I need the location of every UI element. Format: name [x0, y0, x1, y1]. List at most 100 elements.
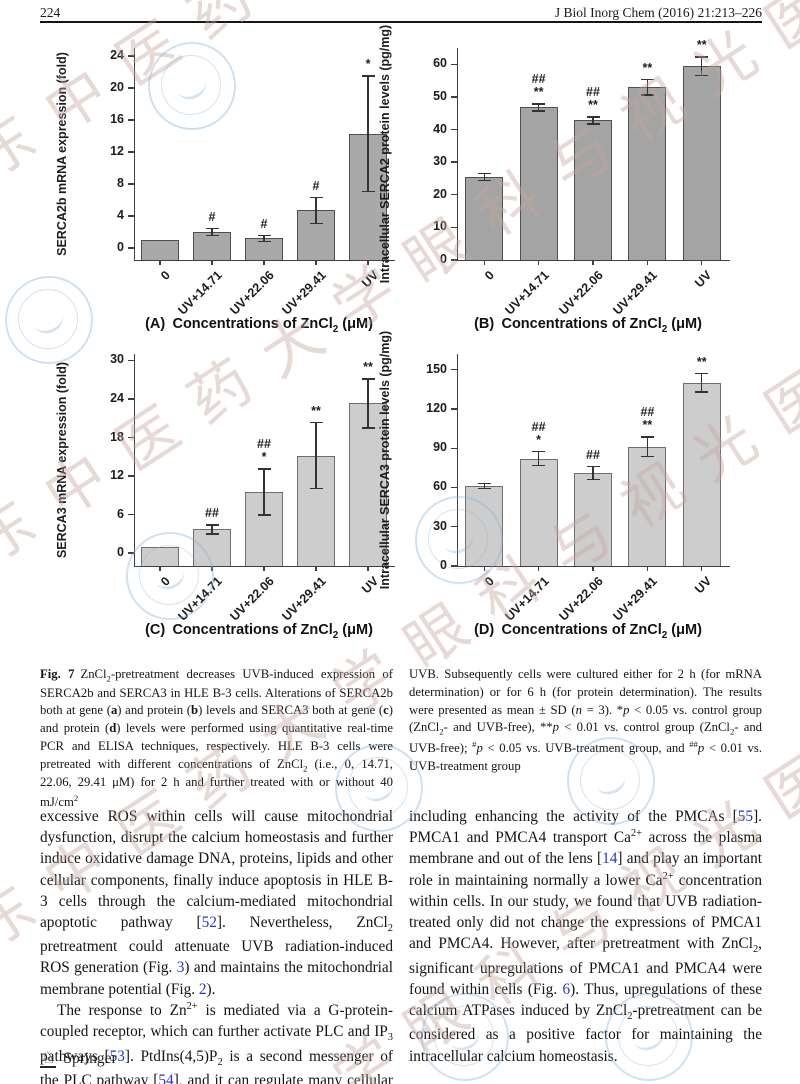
significance-marker: ## *: [257, 437, 271, 465]
bar: [245, 492, 283, 566]
error-bar-cap: [205, 234, 219, 236]
citation-link[interactable]: 2: [198, 980, 207, 998]
journal-title: J Biol Inorg Chem (2016) 21:213–226: [554, 5, 762, 20]
error-bar-cap: [640, 455, 654, 458]
y-tick-mark: [128, 552, 134, 554]
error-bar: [315, 422, 317, 489]
x-tick-mark: [701, 566, 703, 571]
error-bar-cap: [695, 391, 709, 393]
citation-link[interactable]: 3: [176, 959, 185, 977]
error-bar-cap: [309, 422, 323, 424]
bar: [574, 473, 612, 566]
y-tick-label: 12: [110, 468, 124, 483]
error-bar-cap: [695, 74, 709, 77]
significance-marker: **: [363, 360, 373, 375]
chart-panel-b: Intracellular SERCA2 protein levels (pg/…: [378, 25, 764, 338]
panel-caption: (B) Concentrations of ZnCl2 (μM): [412, 316, 764, 335]
figure-caption: Fig. 7 ZnCl2-pretreatment decreases UVB-i…: [40, 666, 762, 812]
citation-link[interactable]: 14: [602, 850, 618, 868]
significance-marker: #: [312, 178, 320, 193]
x-tick-mark: [646, 260, 649, 265]
publisher-name: Springer: [63, 1050, 117, 1067]
x-tick-mark: [263, 566, 265, 571]
error-bar: [701, 372, 703, 393]
chart-panel-c: SERCA3 mRNA expression (fold) 0 6 12 18 24 30 0…: [40, 342, 401, 644]
bar: [465, 176, 504, 260]
error-bar-cap: [477, 179, 491, 182]
error-bar-cap: [695, 56, 709, 58]
y-tick-mark: [451, 128, 457, 131]
y-tick-mark: [128, 183, 134, 185]
y-tick-label: 0: [440, 558, 447, 572]
chart-panel-d: Intracellular SERCA3 protein levels (pg/…: [378, 331, 764, 644]
significance-marker: ##: [205, 506, 219, 521]
significance-marker: **: [311, 404, 321, 419]
citation-link[interactable]: 53: [109, 1047, 125, 1065]
y-tick-label: 150: [426, 361, 447, 376]
error-bar-cap: [257, 234, 271, 237]
x-tick-mark: [592, 260, 594, 265]
y-tick-label: 30: [433, 154, 447, 169]
citation-link[interactable]: 54: [158, 1072, 174, 1084]
y-tick-label: 30: [433, 518, 447, 533]
y-tick-mark: [128, 215, 134, 217]
paragraph: excessive ROS within cells will cause mi…: [40, 808, 393, 998]
y-tick-mark: [128, 398, 134, 400]
error-bar-cap: [586, 116, 600, 118]
x-tick-mark: [315, 566, 317, 571]
y-tick-label: 18: [110, 429, 124, 444]
y-tick-mark: [128, 55, 134, 57]
y-tick-mark: [128, 119, 134, 121]
panel-caption: (D) Concentrations of ZnCl2 (μM): [412, 622, 764, 641]
y-tick-label: 60: [433, 479, 447, 494]
y-tick-mark: [128, 436, 134, 439]
y-tick-mark: [128, 359, 134, 362]
error-bar-cap: [309, 487, 323, 489]
error-bar-cap: [309, 222, 323, 224]
y-tick-mark: [451, 369, 457, 371]
y-tick-mark: [128, 513, 134, 516]
y-tick-mark: [128, 475, 134, 477]
x-tick-mark: [483, 260, 485, 265]
error-bar-cap: [640, 94, 654, 96]
significance-marker: ##: [586, 447, 600, 462]
error-bar-cap: [205, 228, 219, 230]
y-axis-label: Intracellular SERCA2 protein levels (pg/…: [378, 24, 392, 284]
error-bar-cap: [532, 451, 546, 453]
figure-caption-right: UVB. Subsequently cells were cultured ei…: [409, 666, 762, 812]
citation-link[interactable]: 6: [562, 980, 571, 998]
error-bar: [483, 482, 485, 490]
error-bar: [315, 196, 317, 224]
error-bar: [483, 172, 485, 182]
panel-x-axis-title: Concentrations of ZnCl2 (μM): [172, 316, 373, 335]
x-tick-mark: [159, 566, 161, 571]
figure-caption-right-text: UVB. Subsequently cells were cultured ei…: [409, 667, 763, 773]
x-tick-mark: [367, 260, 369, 265]
error-bar-cap: [205, 533, 219, 535]
y-tick-label: 90: [433, 440, 447, 455]
significance-marker: **: [696, 354, 707, 369]
citation-link[interactable]: 52: [201, 913, 217, 931]
error-bar: [537, 103, 540, 112]
y-tick-mark: [451, 226, 457, 229]
panel-letter: (A): [145, 316, 173, 332]
bar: [193, 529, 231, 566]
error-bar: [537, 451, 540, 467]
error-bar-cap: [477, 488, 491, 490]
x-tick-mark: [483, 566, 485, 571]
y-tick-label: 24: [110, 48, 124, 62]
error-bar-cap: [586, 123, 600, 125]
x-tick-mark: [367, 566, 369, 571]
page-number: 224: [40, 5, 61, 20]
panel-letter: (C): [145, 622, 173, 638]
publisher-footer: ♘ Springer: [40, 1050, 117, 1068]
y-tick-label: 10: [433, 219, 447, 234]
error-bar-cap: [640, 436, 654, 438]
figure-caption-left-text: ZnCl2-pretreatment decreases UVB-induced…: [40, 667, 394, 810]
panel-x-axis-title: Concentrations of ZnCl2 (μM): [501, 316, 702, 335]
bar: [682, 382, 721, 566]
error-bar-cap: [257, 514, 271, 516]
citation-link[interactable]: 55: [737, 808, 754, 825]
y-tick-label: 12: [110, 144, 124, 158]
chart-panel-a: SERCA2b mRNA expression (fold) 0 4 8 12 16 20 2…: [40, 36, 401, 338]
